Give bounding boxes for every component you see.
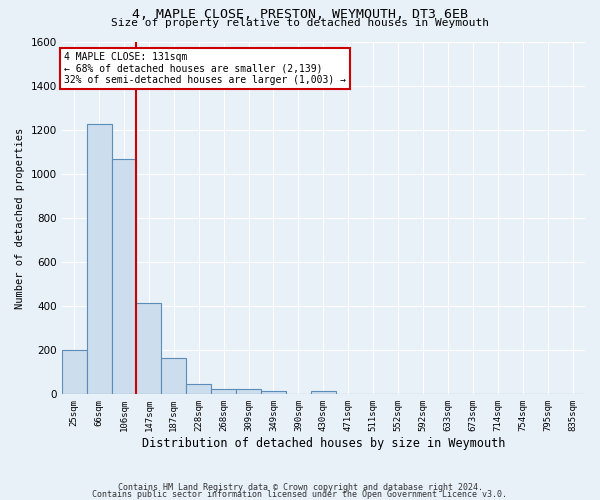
Bar [136,304,161,394]
Text: Contains HM Land Registry data © Crown copyright and database right 2024.: Contains HM Land Registry data © Crown c… [118,484,482,492]
Bar [261,391,286,394]
Text: 4, MAPLE CLOSE, PRESTON, WEYMOUTH, DT3 6EB: 4, MAPLE CLOSE, PRESTON, WEYMOUTH, DT3 6… [132,8,468,20]
Text: Contains public sector information licensed under the Open Government Licence v3: Contains public sector information licen… [92,490,508,499]
Bar [86,124,112,394]
Bar [112,159,136,394]
Text: 4 MAPLE CLOSE: 131sqm
← 68% of detached houses are smaller (2,139)
32% of semi-d: 4 MAPLE CLOSE: 131sqm ← 68% of detached … [64,52,346,86]
Y-axis label: Number of detached properties: Number of detached properties [15,128,25,308]
Bar [161,358,186,394]
Bar [311,391,336,394]
Bar [211,389,236,394]
Bar [62,350,86,395]
X-axis label: Distribution of detached houses by size in Weymouth: Distribution of detached houses by size … [142,437,505,450]
Bar [236,390,261,394]
Bar [186,384,211,394]
Text: Size of property relative to detached houses in Weymouth: Size of property relative to detached ho… [111,18,489,28]
